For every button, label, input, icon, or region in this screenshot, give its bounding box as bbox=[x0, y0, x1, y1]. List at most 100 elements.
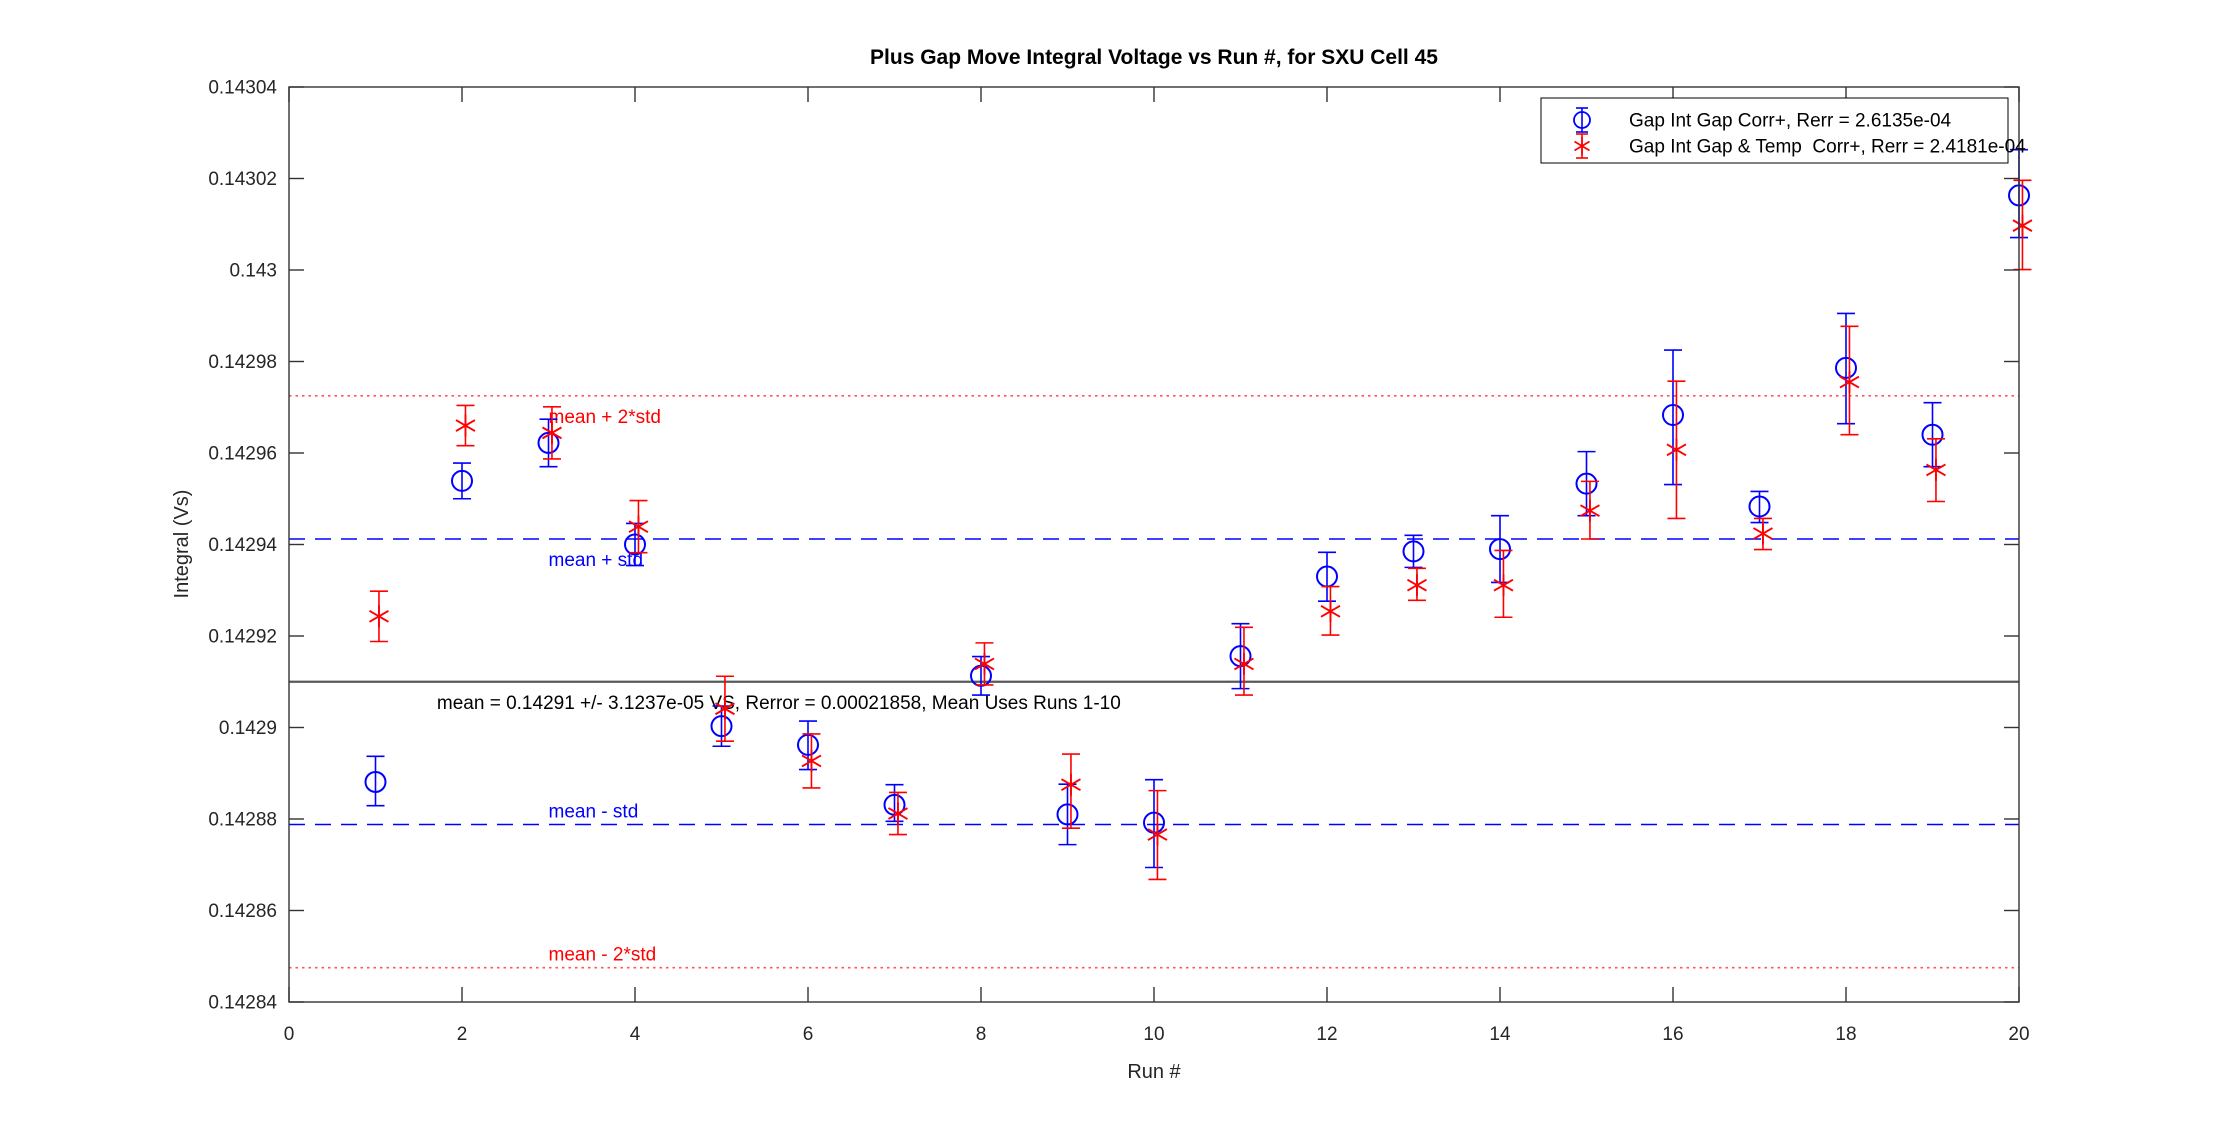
legend-entry: Gap Int Gap & Temp Corr+, Rerr = 2.4181e… bbox=[1574, 133, 2026, 159]
asterisk-marker bbox=[1579, 499, 1600, 522]
plot-area: mean + 2*std mean + std mean = 0.14291 +/-… bbox=[208, 78, 2033, 1045]
x-tick-label: 2 bbox=[457, 1024, 468, 1045]
data-point bbox=[2012, 179, 2033, 271]
legend-box bbox=[1540, 97, 2009, 164]
data-point bbox=[368, 590, 389, 643]
asterisk-marker bbox=[2012, 214, 2033, 237]
x-axis-label: Run # bbox=[1127, 1061, 1181, 1083]
y-tick-label: 0.14302 bbox=[208, 169, 277, 190]
reference-line-label: mean - std bbox=[549, 801, 639, 822]
x-tick-label: 4 bbox=[630, 1024, 641, 1045]
y-tick-label: 0.14292 bbox=[208, 627, 277, 648]
circle-marker bbox=[1575, 472, 1598, 495]
x-tick-label: 20 bbox=[2008, 1024, 2029, 1045]
data-point bbox=[1056, 783, 1079, 846]
data-point bbox=[1925, 438, 1946, 503]
legend-entry-label: Gap Int Gap Corr+, Rerr = 2.6135e-04 bbox=[1629, 111, 1952, 132]
x-tick-label: 8 bbox=[976, 1024, 987, 1045]
data-point bbox=[974, 642, 995, 686]
legend: Gap Int Gap Corr+, Rerr = 2.6135e-04 Gap … bbox=[1540, 97, 2026, 164]
series-red-asterisks bbox=[368, 179, 2033, 881]
y-axis-label: Integral (Vs) bbox=[171, 490, 193, 599]
data-point bbox=[1143, 778, 1165, 869]
x-tick-label: 12 bbox=[1316, 1024, 1337, 1045]
x-tick-label: 0 bbox=[284, 1024, 295, 1045]
data-point bbox=[801, 733, 822, 789]
data-point bbox=[710, 705, 733, 748]
data-point bbox=[797, 720, 819, 771]
asterisk-marker bbox=[455, 414, 476, 437]
x-tick-label: 6 bbox=[803, 1024, 814, 1045]
x-tick-label: 18 bbox=[1835, 1024, 1856, 1045]
data-point bbox=[624, 522, 646, 567]
y-tick-label: 0.14298 bbox=[208, 352, 277, 373]
data-point bbox=[887, 791, 908, 836]
circle-marker bbox=[451, 469, 473, 492]
legend-entry: Gap Int Gap Corr+, Rerr = 2.6135e-04 bbox=[1573, 107, 1952, 133]
asterisk-marker bbox=[1406, 574, 1427, 597]
circle-marker bbox=[1056, 803, 1079, 826]
asterisk-marker bbox=[1147, 823, 1168, 846]
legend-entry-label: Gap Int Gap & Temp Corr+, Rerr = 2.4181e… bbox=[1629, 137, 2026, 158]
data-point bbox=[1229, 622, 1252, 690]
data-point bbox=[1666, 380, 1687, 520]
x-tick-label: 14 bbox=[1489, 1024, 1511, 1045]
asterisk-marker bbox=[1752, 522, 1773, 545]
circle-marker bbox=[710, 715, 733, 738]
reference-line: mean + 2*std bbox=[289, 395, 2019, 428]
reference-line-label: mean + std bbox=[549, 550, 644, 571]
data-point bbox=[1752, 517, 1773, 551]
asterisk-marker bbox=[1839, 371, 1860, 394]
y-tick-label: 0.14288 bbox=[208, 810, 277, 831]
x-tick-label: 16 bbox=[1662, 1024, 1683, 1045]
data-point bbox=[455, 404, 476, 447]
y-tick-label: 0.1429 bbox=[219, 718, 277, 739]
asterisk-marker bbox=[887, 802, 908, 825]
y-tick-label: 0.14294 bbox=[208, 535, 277, 556]
data-point bbox=[1147, 789, 1168, 881]
asterisk-marker bbox=[1493, 574, 1514, 597]
circle-marker bbox=[1835, 356, 1857, 379]
data-point bbox=[1662, 349, 1684, 486]
asterisk-marker bbox=[1925, 458, 1946, 481]
asterisk-marker bbox=[801, 749, 822, 772]
y-tick-label: 0.14304 bbox=[208, 78, 277, 99]
data-point bbox=[1402, 534, 1425, 569]
data-point bbox=[1579, 480, 1600, 540]
asterisk-marker bbox=[1233, 652, 1254, 675]
circle-marker bbox=[1748, 495, 1771, 518]
asterisk-marker bbox=[628, 515, 649, 538]
data-point bbox=[1493, 549, 1514, 619]
data-point bbox=[1489, 514, 1511, 584]
reference-line-label: mean - 2*std bbox=[549, 945, 657, 966]
reference-line: mean = 0.14291 +/- 3.1237e-05 VS, Rerror… bbox=[289, 680, 2019, 714]
asterisk-marker bbox=[714, 697, 735, 720]
data-point bbox=[1748, 490, 1771, 524]
data-point bbox=[1233, 626, 1254, 696]
data-point bbox=[451, 462, 473, 500]
data-point bbox=[364, 755, 387, 807]
circle-marker bbox=[364, 770, 387, 793]
circle-marker bbox=[1489, 538, 1511, 561]
x-tick-label: 10 bbox=[1143, 1024, 1164, 1045]
asterisk-marker bbox=[974, 652, 995, 675]
legend-circle-marker bbox=[1573, 111, 1591, 129]
reference-line-label: mean + 2*std bbox=[549, 407, 662, 428]
data-point bbox=[1839, 325, 1860, 436]
y-tick-label: 0.14284 bbox=[208, 993, 277, 1014]
data-point bbox=[1320, 585, 1341, 636]
circle-marker bbox=[1921, 423, 1944, 446]
series-blue-circles bbox=[364, 148, 2030, 869]
asterisk-marker bbox=[1666, 438, 1687, 461]
y-tick-label: 0.14286 bbox=[208, 901, 277, 922]
data-point bbox=[1835, 312, 1857, 425]
reference-line: mean - 2*std bbox=[289, 945, 2019, 969]
data-point bbox=[1921, 401, 1944, 468]
data-point bbox=[1316, 551, 1338, 603]
circle-marker bbox=[537, 431, 560, 454]
asterisk-marker bbox=[541, 421, 562, 444]
reference-line: mean + std bbox=[289, 538, 2019, 571]
y-tick-label: 0.143 bbox=[229, 261, 277, 282]
asterisk-marker bbox=[368, 605, 389, 628]
